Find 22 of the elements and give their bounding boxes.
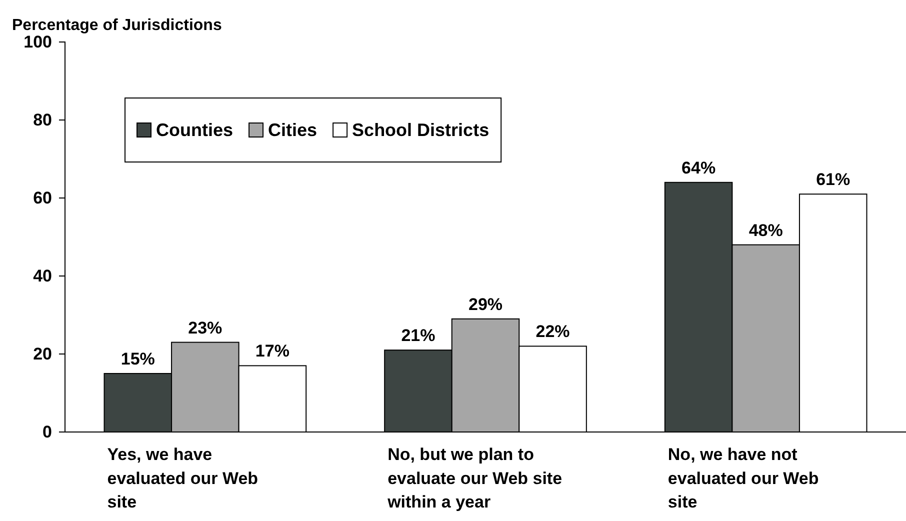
legend-label: School Districts: [352, 120, 490, 140]
y-tick-label: 20: [33, 344, 52, 364]
y-tick-label: 0: [42, 422, 52, 442]
legend-label: Counties: [156, 120, 234, 140]
data-label: 48%: [748, 220, 783, 240]
data-label: 61%: [816, 170, 850, 190]
data-label: 17%: [255, 342, 290, 361]
data-label: 22%: [536, 322, 570, 342]
data-label: 23%: [188, 318, 222, 338]
y-tick-label: 80: [33, 110, 52, 130]
legend-label: Cities: [268, 120, 318, 140]
x-tick-label: No, but we plan to evaluate our Web site within a year: [386, 445, 562, 512]
y-tick-label: 60: [33, 188, 52, 208]
data-label: 15%: [120, 350, 155, 368]
x-tick-label: Yes, we have evaluated our Web site: [107, 445, 258, 512]
data-label: 29%: [468, 294, 503, 314]
x-tick-label: No, we have not evaluated our Web site: [668, 445, 819, 512]
y-axis-title: Percentage of Jurisdictions: [12, 17, 222, 34]
data-label: 64%: [682, 158, 716, 178]
data-label: 21%: [401, 326, 436, 346]
y-tick-label: 100: [24, 32, 52, 52]
y-tick-label: 40: [33, 266, 52, 286]
